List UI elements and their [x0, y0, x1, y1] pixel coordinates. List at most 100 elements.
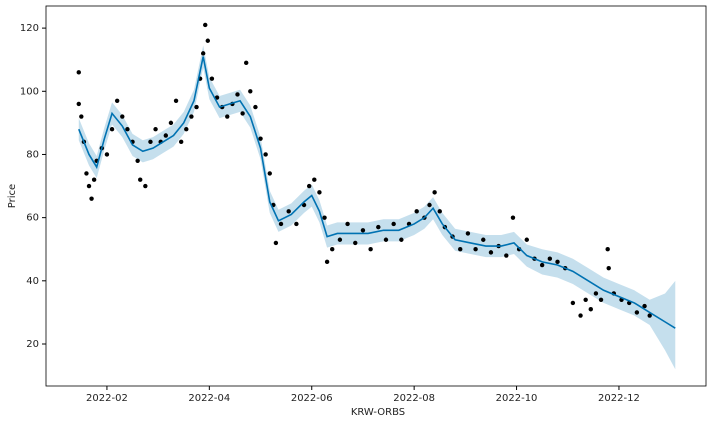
y-tick-label: 60	[26, 213, 39, 224]
observation-point	[273, 240, 279, 246]
observation-point	[383, 237, 389, 242]
observation-point	[391, 221, 396, 227]
observation-point	[376, 224, 381, 230]
observation-point	[634, 310, 640, 315]
observation-point	[76, 70, 81, 75]
observation-point	[225, 114, 230, 119]
observation-point	[510, 215, 516, 220]
forecast-line	[78, 56, 676, 329]
observation-point	[647, 313, 652, 318]
observation-point	[458, 247, 463, 252]
observation-point	[153, 126, 158, 132]
y-tick-label: 100	[20, 86, 39, 97]
observation-point	[317, 190, 322, 195]
observation-point	[235, 92, 240, 97]
observation-point	[642, 303, 647, 309]
observation-point	[173, 98, 179, 103]
observation-point	[138, 177, 143, 182]
observation-point	[240, 111, 245, 116]
observation-point	[267, 171, 272, 176]
x-tick-label: 2022-08	[393, 393, 435, 404]
y-axis-label: Price	[7, 184, 18, 208]
observation-point	[86, 183, 92, 189]
observation-point	[578, 313, 583, 318]
x-tick-label: 2022-12	[598, 393, 640, 404]
observation-point	[178, 139, 184, 145]
y-tick-label: 20	[26, 339, 39, 350]
observation-point	[312, 177, 317, 182]
observation-point	[143, 183, 148, 189]
observation-point	[399, 237, 404, 242]
observation-point	[163, 133, 169, 138]
observation-point	[353, 240, 358, 246]
observation-point	[200, 51, 206, 56]
observation-point	[253, 104, 258, 110]
observation-point	[345, 221, 350, 227]
observation-point	[148, 139, 153, 145]
observation-point	[583, 297, 588, 302]
x-tick-label: 2022-04	[188, 393, 230, 404]
observation-point	[91, 177, 97, 182]
observation-point	[125, 126, 130, 132]
observation-point	[539, 262, 545, 268]
x-axis-label: KRW-ORBS	[351, 407, 405, 418]
observation-point	[368, 247, 373, 252]
x-tick-label: 2022-06	[291, 393, 333, 404]
observation-point	[488, 250, 494, 255]
observation-point	[337, 237, 343, 242]
observation-point	[203, 22, 208, 28]
observation-point	[324, 259, 330, 265]
observation-point	[84, 171, 89, 176]
y-tick-label: 40	[26, 276, 39, 287]
observation-point	[89, 196, 94, 201]
y-tick-label: 80	[26, 149, 39, 160]
observation-point	[189, 114, 194, 119]
observation-point	[593, 291, 599, 296]
observation-point	[184, 126, 189, 132]
observation-point	[330, 247, 335, 252]
observation-point	[209, 76, 215, 81]
observation-point	[524, 237, 529, 242]
observation-point	[114, 98, 120, 103]
observation-point	[168, 120, 174, 126]
observation-point	[135, 158, 140, 163]
observation-point	[570, 300, 576, 306]
observation-point	[322, 215, 327, 220]
observation-point	[205, 38, 210, 43]
x-tick-label: 2022-10	[496, 393, 538, 404]
observation-point	[414, 209, 419, 214]
observation-point	[109, 126, 115, 132]
observation-point	[244, 60, 249, 66]
observation-point	[588, 307, 593, 312]
observation-point	[76, 101, 81, 107]
observation-point	[263, 152, 268, 157]
observation-point	[294, 221, 299, 227]
observation-point	[473, 247, 478, 252]
observation-point	[104, 152, 110, 157]
observation-point	[555, 259, 560, 265]
observation-point	[504, 253, 509, 258]
observation-point	[278, 221, 284, 227]
observation-point	[360, 228, 366, 233]
plot-frame	[45, 5, 707, 387]
observation-point	[432, 190, 437, 195]
observation-point	[606, 265, 611, 271]
x-tick-label: 2022-02	[86, 393, 128, 404]
observation-point	[258, 136, 263, 141]
observation-point	[598, 297, 604, 302]
observation-point	[437, 209, 442, 214]
observation-point	[427, 202, 432, 208]
observation-point	[481, 237, 486, 242]
observation-point	[465, 231, 471, 236]
observation-point	[79, 114, 84, 119]
observation-point	[605, 247, 610, 252]
observation-point	[120, 114, 125, 119]
observation-point	[194, 104, 199, 110]
observation-point	[547, 256, 553, 261]
y-tick-label: 120	[20, 23, 39, 34]
observation-point	[248, 89, 253, 94]
observation-point	[286, 209, 291, 214]
observation-point	[306, 183, 312, 189]
